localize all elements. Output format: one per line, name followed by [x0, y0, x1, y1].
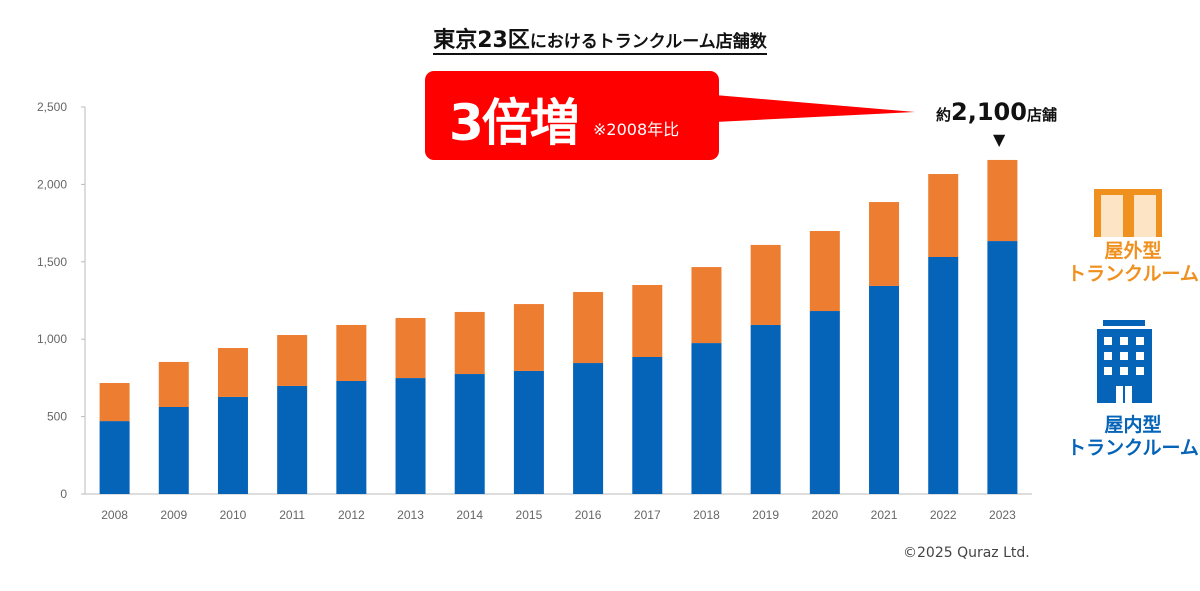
- bar-outdoor: [750, 244, 781, 325]
- legend-outdoor-line1: 屋外型: [1104, 240, 1162, 262]
- x-tick-label: 2009: [160, 508, 187, 522]
- x-tick-label: 2015: [516, 508, 543, 522]
- legend-outdoor: 屋外型 トランクルーム: [1066, 240, 1200, 286]
- callout-box: 3倍増 ※2008年比: [425, 71, 719, 160]
- x-tick-label: 2016: [575, 508, 602, 522]
- bar-indoor: [277, 385, 308, 494]
- title-main: 東京23区: [433, 28, 530, 53]
- bar-outdoor: [928, 174, 959, 258]
- bar-indoor: [750, 324, 781, 494]
- down-arrow-icon: ▼: [993, 130, 1006, 149]
- x-tick-label: 2014: [456, 508, 483, 522]
- legend-indoor-line1: 屋内型: [1104, 414, 1162, 436]
- y-tick-label: 2,000: [37, 177, 67, 191]
- callout-main: 3倍増: [449, 94, 580, 152]
- bar-indoor: [869, 285, 900, 494]
- x-tick-label: 2020: [811, 508, 838, 522]
- copyright: ©2025 Quraz Ltd.: [903, 545, 1030, 561]
- bar-indoor: [99, 421, 130, 494]
- total-prefix: 約: [936, 106, 952, 124]
- bar-indoor: [987, 241, 1018, 494]
- title-rest: におけるトランクルーム店舗数: [529, 32, 767, 52]
- total-label: 約2,100店舗: [936, 98, 1057, 126]
- bar-indoor: [573, 363, 604, 494]
- x-tick-label: 2019: [752, 508, 779, 522]
- x-tick-label: 2013: [397, 508, 424, 522]
- total-num: 2,100: [951, 98, 1027, 126]
- x-tick-label: 2012: [338, 508, 365, 522]
- bar-indoor: [809, 311, 840, 494]
- x-tick-label: 2021: [871, 508, 898, 522]
- y-tick-label: 1,500: [37, 255, 67, 269]
- x-tick-label: 2011: [279, 508, 305, 522]
- y-tick-label: 1,000: [37, 332, 67, 346]
- legend-indoor-line2: トランクルーム: [1067, 437, 1199, 459]
- bar-outdoor: [158, 361, 189, 408]
- bar-outdoor: [99, 383, 130, 422]
- bar-outdoor: [691, 267, 722, 344]
- x-tick-label: 2022: [930, 508, 957, 522]
- bar-outdoor: [454, 311, 485, 375]
- bar-indoor: [336, 380, 367, 494]
- bar-indoor: [632, 357, 663, 494]
- x-tick-label: 2008: [101, 508, 128, 522]
- bar-outdoor: [869, 202, 900, 286]
- x-tick-label: 2017: [634, 508, 661, 522]
- x-tick-label: 2018: [693, 508, 720, 522]
- bar-outdoor: [513, 304, 544, 371]
- callout-sub: ※2008年比: [593, 120, 680, 139]
- bar-indoor: [513, 370, 544, 494]
- legend-outdoor-line2: トランクルーム: [1067, 263, 1199, 285]
- y-tick-label: 500: [47, 410, 67, 424]
- total-suffix: 店舗: [1026, 106, 1057, 124]
- legend-indoor: 屋内型 トランクルーム: [1066, 414, 1200, 460]
- bar-indoor: [217, 396, 248, 494]
- bar-outdoor: [987, 159, 1018, 242]
- bar-outdoor: [809, 230, 840, 312]
- y-tick-label: 0: [60, 487, 67, 501]
- x-tick-label: 2023: [989, 508, 1016, 522]
- x-tick-label: 2010: [220, 508, 247, 522]
- y-tick-label: 2,500: [37, 100, 67, 114]
- callout-tail: [715, 95, 915, 122]
- bar-outdoor: [395, 317, 426, 379]
- bar-outdoor: [217, 348, 248, 397]
- bar-indoor: [395, 378, 426, 494]
- bar-indoor: [691, 343, 722, 494]
- chart-title: 東京23区におけるトランクルーム店舗数: [0, 22, 1200, 55]
- bar-outdoor: [336, 324, 367, 381]
- bar-indoor: [454, 374, 485, 494]
- bar-outdoor: [632, 285, 663, 358]
- bar-outdoor: [573, 291, 604, 364]
- bar-indoor: [928, 257, 959, 494]
- bar-outdoor: [277, 335, 308, 386]
- bar-indoor: [158, 407, 189, 494]
